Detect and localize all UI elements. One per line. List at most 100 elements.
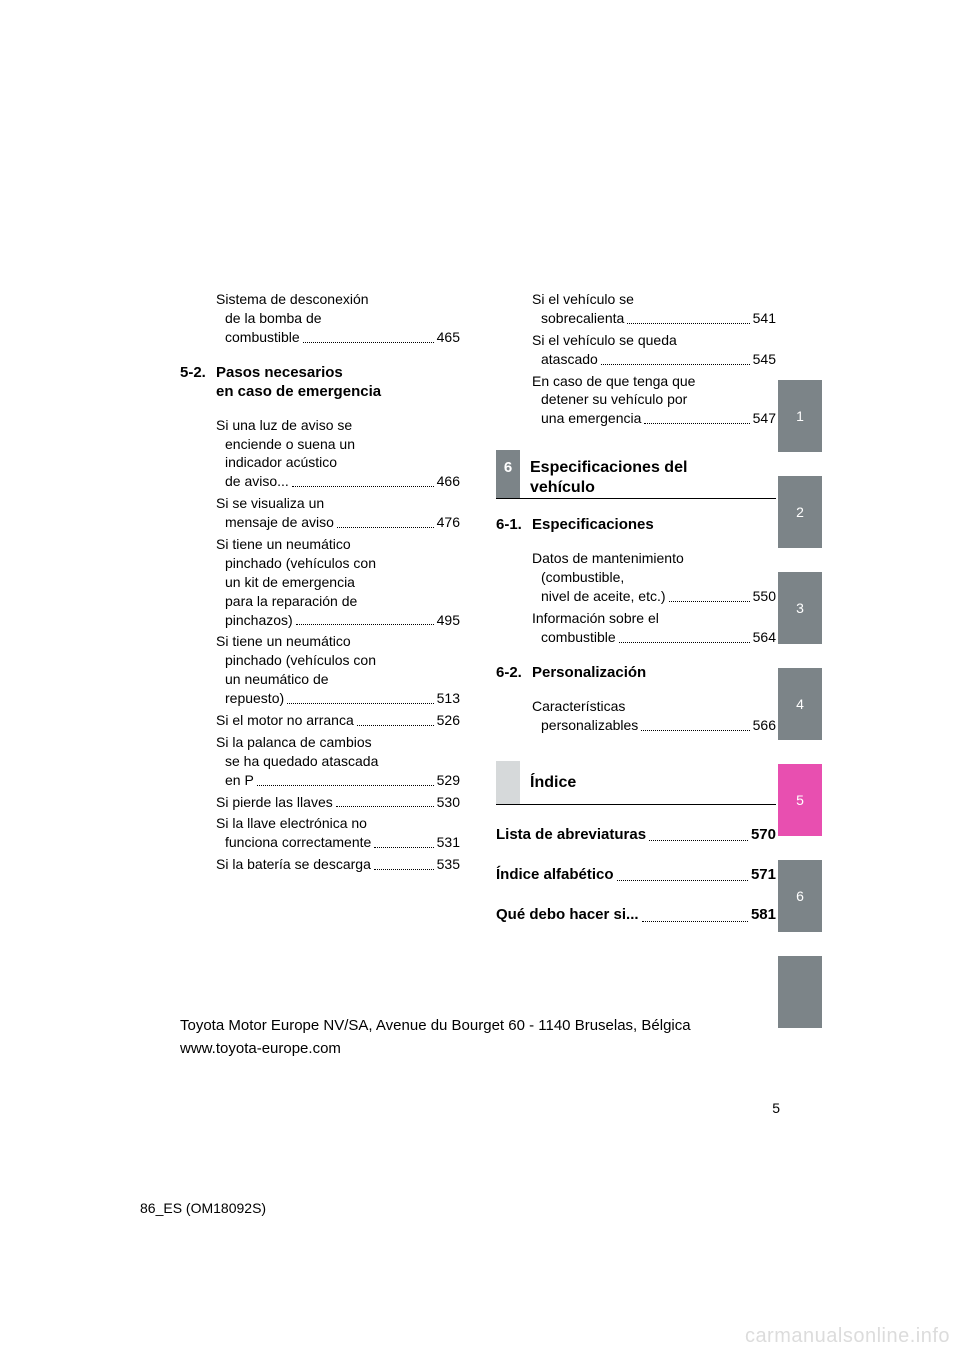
section-5-2-head: 5-2. Pasos necesarios en caso de emergen… [180,363,460,402]
toc-last-line: de aviso...466 [216,472,460,491]
footer-text: Toyota Motor Europe NV/SA, Avenue du Bou… [180,1014,740,1061]
side-tab-3[interactable]: 3 [778,572,822,644]
toc-page: 545 [753,350,776,369]
toc-dots [303,342,434,343]
section-number: 5-2. [180,363,216,402]
toc-page: 526 [437,711,460,730]
toc-line: se ha quedado atascada [216,752,460,771]
toc-text: personalizables [541,716,638,735]
toc-page: 529 [437,771,460,790]
toc-text: atascado [541,350,598,369]
toc-line: (combustible, [532,568,776,587]
toc-entry: Característicaspersonalizables 566 [496,697,776,735]
toc-page: 531 [437,833,460,852]
toc-line: En caso de que tenga que [532,372,776,391]
toc-dots [292,486,434,487]
toc-entry: Si la palanca de cambiosse ha quedado at… [180,733,460,790]
side-tabs: 1 2 3 4 5 6 [778,380,822,1028]
toc-dots [641,730,749,731]
toc-last-line: combustible 465 [216,328,460,347]
index-page: 581 [751,905,776,925]
toc-entry: Si el vehículo se quedaatascado 545 [496,331,776,369]
page-number: 5 [772,1100,780,1116]
toc-line: enciende o suena un [216,435,460,454]
toc-text: en P [225,771,254,790]
index-page: 571 [751,865,776,885]
toc-last-line: repuesto)513 [216,689,460,708]
toc-last-line: atascado 545 [532,350,776,369]
toc-page: 566 [753,716,776,735]
toc-last-line: en P 529 [216,771,460,790]
toc-text: nivel de aceite, etc.) [541,587,666,606]
toc-dots [627,323,749,324]
toc-line: pinchado (vehículos con [216,554,460,573]
toc-page: 465 [437,328,460,347]
side-tab-1[interactable]: 1 [778,380,822,452]
toc-entry: Si pierde las llaves530 [180,793,460,812]
side-tab-4[interactable]: 4 [778,668,822,740]
toc-page: 541 [753,309,776,328]
index-bar: . Índice [496,761,776,805]
toc-dots [374,869,434,870]
toc-line: Datos de mantenimiento [532,549,776,568]
side-tab-2[interactable]: 2 [778,476,822,548]
toc-dots [601,364,750,365]
toc-line: Si el vehículo se [532,290,776,309]
toc-line: un neumático de [216,670,460,689]
side-tab-5[interactable]: 5 [778,764,822,836]
toc-dots [642,921,748,922]
toc-text: sobrecalienta [541,309,624,328]
toc-dots [644,423,749,424]
toc-last-line: funciona correctamente531 [216,833,460,852]
toc-page: 547 [753,409,776,428]
toc-entry: Información sobre elcombustible564 [496,609,776,647]
toc-last-line: personalizables 566 [532,716,776,735]
toc-dots [296,624,434,625]
toc-last-line: Si la batería se descarga535 [216,855,460,874]
toc-last-line: mensaje de aviso476 [216,513,460,532]
toc-line: Características [532,697,776,716]
toc-last-line: nivel de aceite, etc.) 550 [532,587,776,606]
toc-text: combustible [225,328,300,347]
toc-dots [357,725,434,726]
toc-page: 513 [437,689,460,708]
toc-columns: Sistema de desconexiónde la bomba decomb… [180,290,780,926]
chapter-6-bar: 6 Especificaciones del vehículo [496,450,776,499]
toc-line: de la bomba de [216,309,460,328]
side-tab-blank[interactable] [778,956,822,1028]
side-tab-6[interactable]: 6 [778,860,822,932]
index-entry: Lista de abreviaturas570 [496,825,776,845]
toc-line: Si el vehículo se queda [532,331,776,350]
toc-text: Si el motor no arranca [216,711,354,730]
watermark: carmanualsonline.info [745,1325,950,1348]
toc-entry: En caso de que tenga quedetener su vehíc… [496,372,776,429]
toc-text: de aviso... [225,472,289,491]
toc-last-line: una emergencia547 [532,409,776,428]
toc-text: pinchazos) [225,611,293,630]
toc-dots [257,785,434,786]
index-text: Índice alfabético [496,865,614,885]
toc-line: pinchado (vehículos con [216,651,460,670]
toc-dots [617,880,748,881]
toc-page: 564 [753,628,776,647]
toc-dots [287,703,433,704]
toc-entry: Si una luz de aviso seenciende o suena u… [180,416,460,492]
doc-code: 86_ES (OM18092S) [140,1200,266,1216]
chapter-6-title: Especificaciones del vehículo [520,450,776,498]
section-title: Especificaciones [532,515,776,535]
toc-line: Si la llave electrónica no [216,814,460,833]
toc-entry: Si se visualiza unmensaje de aviso476 [180,494,460,532]
toc-line: Si se visualiza un [216,494,460,513]
toc-dots [374,847,433,848]
chapter-tab-6: 6 [496,450,520,498]
section-title: Pasos necesarios en caso de emergencia [216,363,460,402]
toc-page: 550 [753,587,776,606]
section-6-2-head: 6-2. Personalización [496,663,776,683]
toc-dots [649,840,748,841]
toc-entry: Si el vehículo sesobrecalienta 541 [496,290,776,328]
toc-line: detener su vehículo por [532,390,776,409]
toc-last-line: pinchazos)495 [216,611,460,630]
toc-line: Si la palanca de cambios [216,733,460,752]
toc-entry: Si la llave electrónica nofunciona corre… [180,814,460,852]
toc-entry: Si la batería se descarga535 [180,855,460,874]
